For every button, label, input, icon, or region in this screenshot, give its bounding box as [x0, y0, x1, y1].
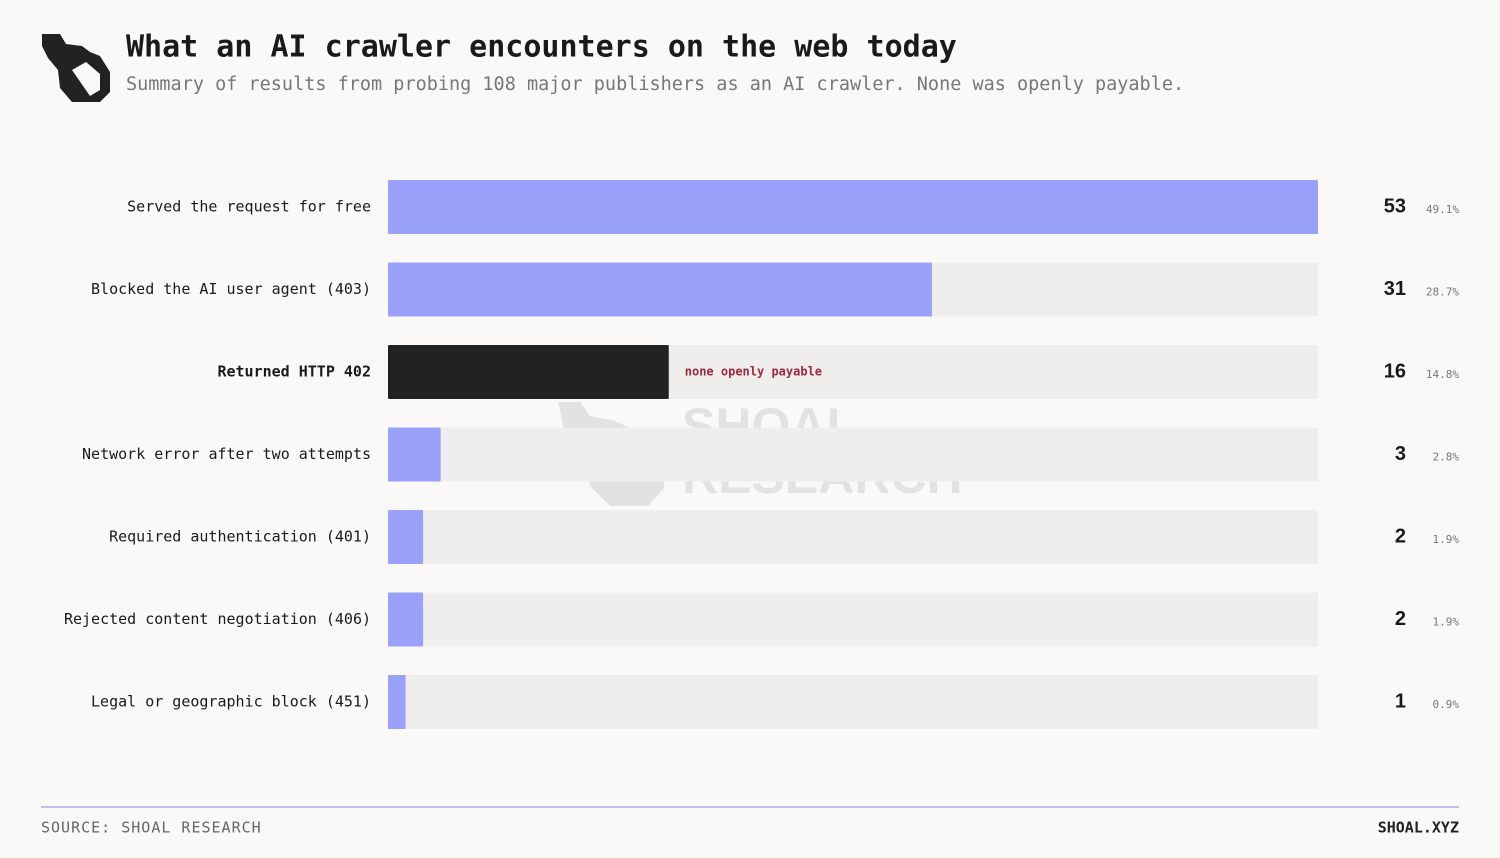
bar — [388, 262, 932, 317]
value-label: 2 — [1395, 608, 1406, 630]
value-label: 31 — [1384, 278, 1406, 300]
category-label: Network error after two attempts — [82, 445, 371, 463]
percent-label: 2.8% — [1433, 451, 1460, 464]
value-label: 53 — [1384, 195, 1406, 217]
bar — [388, 180, 1318, 234]
bar — [388, 345, 669, 399]
bar — [388, 427, 441, 482]
percent-label: 0.9% — [1433, 698, 1460, 711]
category-label: Returned HTTP 402 — [217, 363, 371, 381]
bar — [388, 592, 424, 647]
percent-label: 1.9% — [1433, 616, 1460, 629]
percent-label: 28.7% — [1426, 286, 1459, 299]
percent-label: 1.9% — [1433, 533, 1460, 546]
chart-subtitle: Summary of results from probing 108 majo… — [126, 74, 1184, 95]
value-label: 3 — [1395, 443, 1406, 465]
value-label: 2 — [1395, 525, 1406, 547]
category-label: Legal or geographic block (451) — [91, 693, 371, 711]
bar-track — [388, 592, 1318, 647]
chart-title: What an AI crawler encounters on the web… — [126, 30, 957, 65]
percent-label: 49.1% — [1426, 203, 1459, 216]
logo — [42, 34, 110, 102]
category-label: Blocked the AI user agent (403) — [91, 280, 371, 298]
bar-track — [388, 427, 1318, 482]
percent-label: 14.8% — [1426, 368, 1459, 381]
value-label: 16 — [1384, 360, 1406, 382]
bar-track — [388, 675, 1318, 729]
annotation: none openly payable — [685, 365, 822, 379]
category-label: Served the request for free — [127, 198, 371, 216]
source: SOURCE: SHOAL RESEARCH — [41, 819, 262, 837]
category-label: Required authentication (401) — [109, 528, 371, 546]
bar — [388, 675, 406, 729]
bar-track — [388, 510, 1318, 564]
site: SHOAL.XYZ — [1378, 819, 1459, 837]
bar — [388, 510, 424, 564]
value-label: 1 — [1395, 690, 1406, 712]
category-label: Rejected content negotiation (406) — [64, 610, 371, 628]
